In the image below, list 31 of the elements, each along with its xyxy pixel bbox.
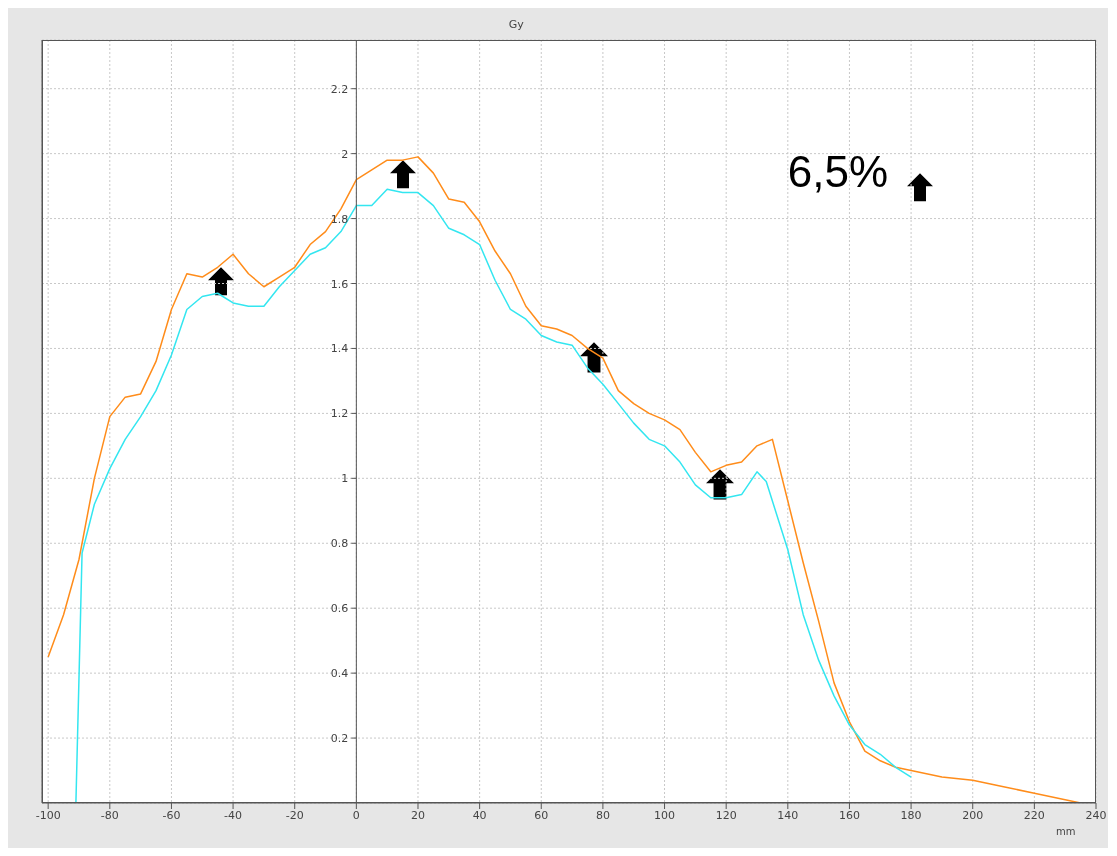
x-tick-label: 140: [777, 808, 799, 822]
x-tick-label: 0: [352, 808, 360, 822]
y-axis-title: Gy: [507, 18, 525, 31]
x-tick-label: 40: [472, 808, 487, 822]
y-tick-label: 0.4: [330, 667, 349, 681]
x-tick-label: -80: [100, 808, 119, 822]
annotation: 6,5%: [787, 147, 889, 198]
x-tick-label: 160: [838, 808, 860, 822]
y-tick-label: 0.2: [330, 732, 349, 746]
x-tick-label: 60: [534, 808, 549, 822]
y-tick-label: 2.2: [330, 82, 349, 96]
x-tick-label: -40: [224, 808, 243, 822]
x-tick-label: 100: [654, 808, 676, 822]
x-tick-label: 180: [900, 808, 922, 822]
y-tick-label: 1: [341, 472, 349, 486]
x-tick-label: -100: [35, 808, 61, 822]
y-tick-label: 1.6: [330, 277, 349, 291]
y-tick-label: 0.8: [330, 537, 349, 551]
y-tick-label: 2: [341, 147, 349, 161]
x-tick-label: -20: [285, 808, 304, 822]
x-tick-label: 20: [410, 808, 425, 822]
y-tick-label: 1.2: [330, 407, 349, 421]
x-tick-label: -60: [162, 808, 181, 822]
x-tick-label: 240: [1085, 808, 1107, 822]
x-tick-label: 200: [962, 808, 984, 822]
x-tick-label: 120: [715, 808, 737, 822]
y-tick-label: 1.4: [330, 342, 349, 356]
x-tick-label: 220: [1023, 808, 1045, 822]
x-tick-label: 80: [595, 808, 610, 822]
x-axis-title: mm: [1056, 826, 1076, 837]
y-tick-label: 0.6: [330, 602, 349, 616]
